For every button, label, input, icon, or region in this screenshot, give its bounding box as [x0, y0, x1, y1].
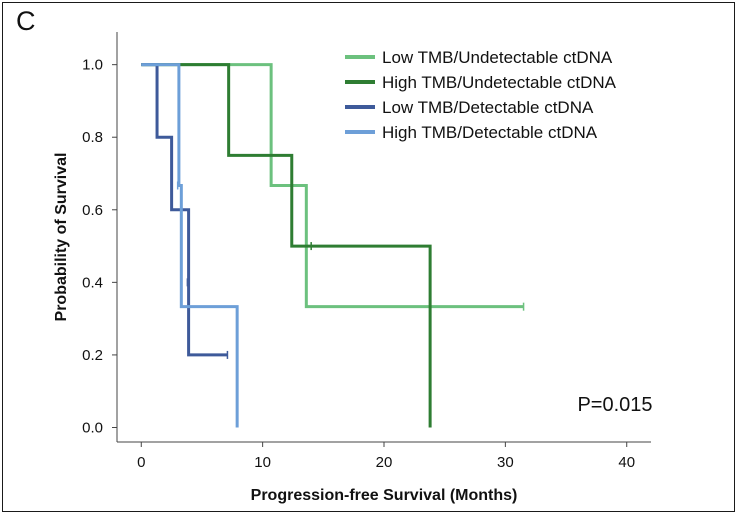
x-tick-label: 40 [618, 454, 635, 471]
axes [116, 32, 651, 443]
y-tick-label: 0.4 [82, 274, 103, 291]
panel-label: C [16, 6, 36, 36]
x-tick-label: 20 [376, 454, 393, 471]
legend: Low TMB/Undetectable ctDNA High TMB/Undet… [345, 48, 617, 142]
x-ticks: 0 10 20 30 40 [137, 442, 635, 471]
legend-label: High TMB/Undetectable ctDNA [382, 73, 617, 92]
y-tick-label: 0.8 [82, 129, 103, 146]
p-value-annotation: P=0.015 [577, 394, 652, 416]
x-axis-title: Progression-free Survival (Months) [251, 487, 518, 504]
x-tick-label: 30 [497, 454, 514, 471]
y-axis-title: Probability of Survival [53, 153, 70, 322]
legend-label: High TMB/Detectable ctDNA [382, 123, 598, 142]
y-tick-label: 0.2 [82, 347, 103, 364]
figure-frame [2, 2, 735, 512]
survival-curves [141, 63, 525, 428]
legend-label: Low TMB/Undetectable ctDNA [382, 48, 613, 67]
y-tick-label: 1.0 [82, 57, 103, 74]
x-tick-label: 10 [254, 454, 271, 471]
x-tick-label: 0 [137, 454, 145, 471]
curve-low-tmb-detectable-ctdna [141, 63, 228, 357]
y-tick-label: 0.0 [82, 419, 103, 436]
curve-high-tmb-detectable-ctdna [141, 63, 239, 428]
legend-label: Low TMB/Detectable ctDNA [382, 98, 594, 117]
y-ticks: 0.0 0.2 0.4 0.6 0.8 1.0 [82, 57, 117, 436]
curve-low-tmb-undetectable-ctdna [141, 63, 524, 309]
curve-high-tmb-undetectable-ctdna [141, 63, 432, 428]
y-tick-label: 0.6 [82, 202, 103, 219]
